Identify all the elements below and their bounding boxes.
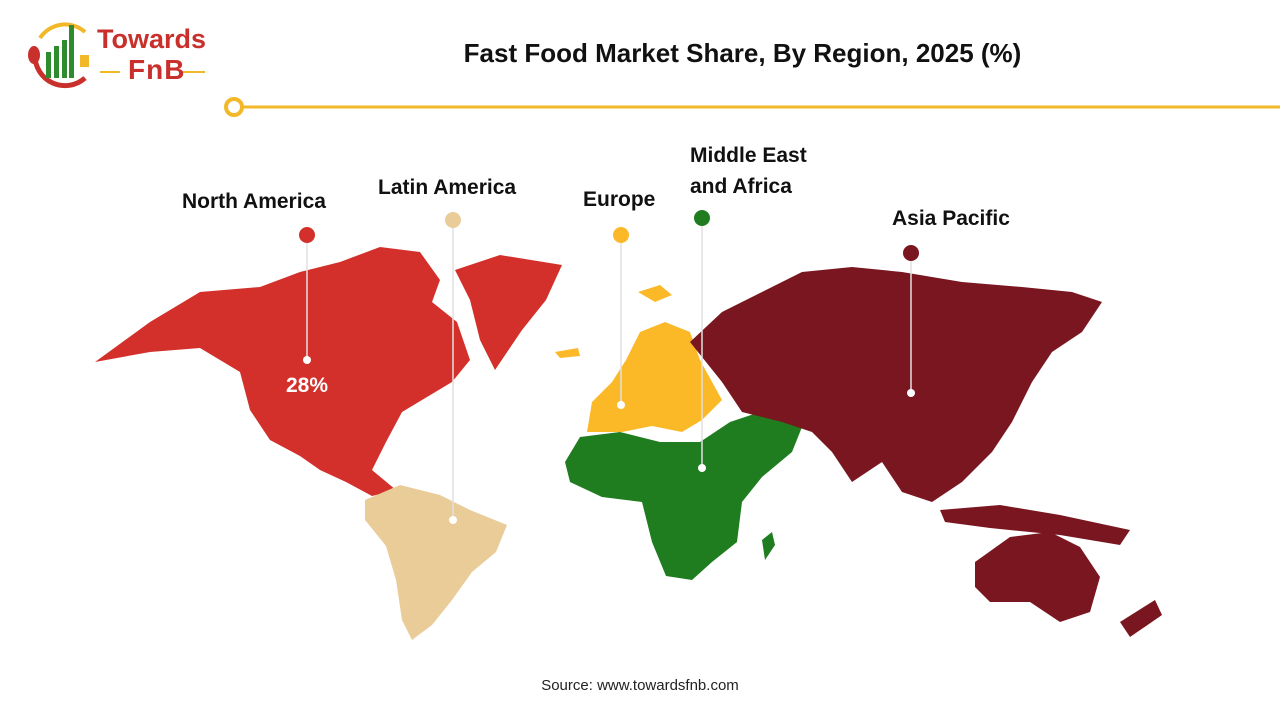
logo-text: Towards [97,24,207,54]
label-latin-america: Latin America [378,176,517,199]
label-asia-pacific: Asia Pacific [892,207,1010,230]
region-asia-pacific [690,267,1162,637]
page-title: Fast Food Market Share, By Region, 2025 … [463,38,1022,68]
region-latin-america [365,485,507,640]
logo-icon [28,22,205,89]
region-north-america [95,247,562,496]
label-north-america: North America [182,190,326,213]
marker-europe [613,227,629,243]
marker-asia-pacific [903,245,919,261]
region-europe [555,285,722,432]
marker-north-america [299,227,315,243]
source-text: Source: www.towardsfnb.com [541,677,739,694]
label-mea-line1: Middle East [690,144,807,167]
value-north-america: 28% [286,374,329,397]
label-europe: Europe [583,188,656,211]
divider-dot [224,97,244,117]
region-middle-east-africa [565,412,802,580]
logo-text-fnb: FnB [128,54,186,85]
marker-mea [694,210,710,226]
marker-latin-america [445,212,461,228]
label-mea-line2: and Africa [690,175,792,198]
